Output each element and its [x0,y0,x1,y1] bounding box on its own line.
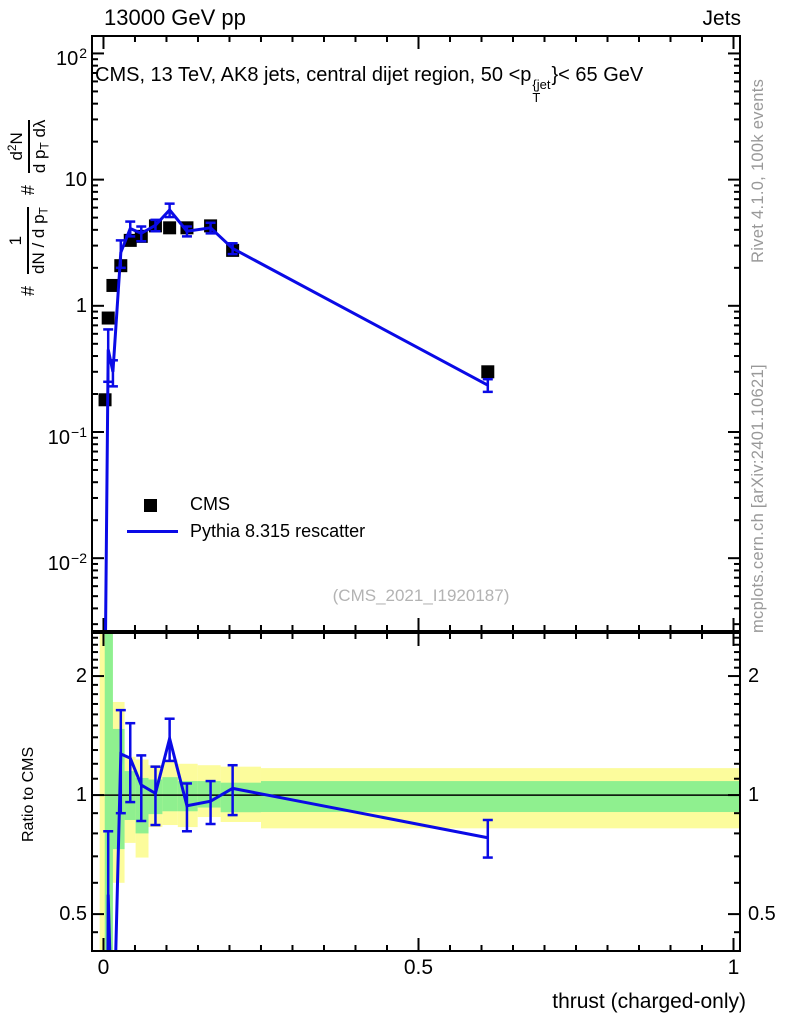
pt-jet-supsub: {jet T [532,77,551,105]
ratio-y-axis-label: Ratio to CMS [20,746,37,842]
main-plot-frame [91,35,741,632]
ratio-plot-frame [91,632,741,952]
beam-energy-label: 13000 GeV pp [104,5,246,30]
plot-title: CMS, 13 TeV, AK8 jets, central dijet reg… [95,64,644,105]
x-axis-title: thrust (charged-only) [552,990,746,1013]
legend-label-pythia: Pythia 8.315 rescatter [190,521,366,541]
legend-pythia-line-icon [127,530,178,533]
process-label: Jets [702,7,741,30]
cms-data-point [106,278,120,292]
legend-label-cms: CMS [190,494,230,514]
x-tick-label: 1 [727,956,740,979]
ylabel-fraction-1: 1 dN / d pT [5,207,51,274]
pythia-line [104,207,489,632]
stat-uncertainty-band [104,632,113,952]
stat-uncertainty-band [197,781,221,808]
x-tick-label: 0 [97,956,110,979]
main-y-tick-label: 10−1 [47,423,87,449]
ratio-y-tick-label-right: 2 [748,665,760,688]
ratio-y-tick-label-right: 0.5 [748,903,776,926]
stat-uncertainty-band [162,777,178,812]
cms-data-point [481,365,495,379]
mcplots-arxiv-label: mcplots.cern.ch [arXiv:2401.10621] [749,364,767,633]
ratio-plot-canvas [91,632,741,952]
cms-data-point [163,221,177,235]
ratio-y-tick-label-right: 1 [748,784,760,807]
main-y-tick-label: 10−2 [47,550,87,576]
ratio-y-tick-label-left: 1 [75,784,87,807]
main-y-axis-label: # 1 dN / d pT # d2N d pT dλ [5,119,52,296]
stat-uncertainty-band [220,782,261,813]
ratio-y-tick-label-left: 2 [75,665,87,688]
analysis-id-watermark: (CMS_2021_I1920187) [332,586,510,605]
ylabel-hash-1: # [18,285,39,296]
legend-cms-marker-icon [144,499,157,512]
cms-data-point [98,393,112,407]
ylabel-fraction-2: d2N d pT dλ [5,119,52,174]
main-y-tick-label: 102 [55,45,87,71]
main-y-tick-label: 10 [64,168,87,191]
ratio-line [106,732,489,952]
total-uncertainty-band [99,632,108,952]
main-plot-canvas [91,35,741,632]
ylabel-hash-2: # [18,185,39,196]
stat-uncertainty-band [260,781,741,813]
main-y-tick-label: 1 [75,294,87,317]
x-tick-label: 0.5 [403,956,434,979]
cms-data-point [101,311,115,325]
rivet-version-label: Rivet 4.1.0, 100k events [749,78,767,263]
ratio-y-tick-label-left: 0.5 [59,903,87,926]
